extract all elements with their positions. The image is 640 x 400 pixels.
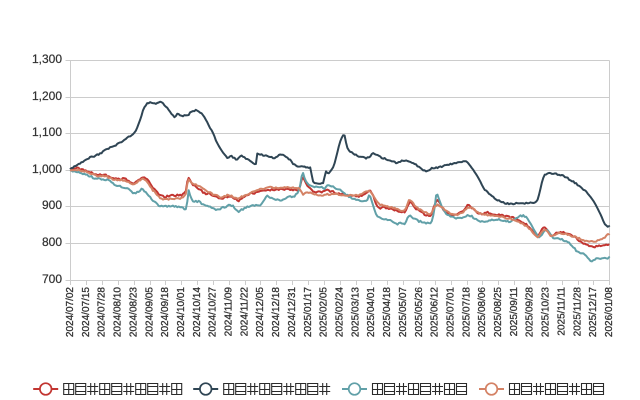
svg-text:2025/11/28: 2025/11/28 [572, 287, 583, 337]
svg-text:2024/08/23: 2024/08/23 [128, 287, 139, 337]
svg-text:2024/07/28: 2024/07/28 [97, 287, 108, 337]
svg-text:1,300: 1,300 [32, 52, 62, 66]
svg-text:800: 800 [42, 235, 62, 249]
svg-text:2026/01/08: 2026/01/08 [604, 287, 615, 337]
svg-text:2025/04/01: 2025/04/01 [366, 287, 377, 337]
svg-text:2025/08/25: 2025/08/25 [493, 287, 504, 337]
svg-text:2024/11/22: 2024/11/22 [239, 287, 250, 337]
svg-text:2025/09/11: 2025/09/11 [509, 287, 520, 337]
svg-text:2025/05/26: 2025/05/26 [414, 287, 425, 337]
svg-text:2024/10/27: 2024/10/27 [208, 287, 219, 337]
svg-text:700: 700 [42, 272, 62, 286]
svg-text:2024/07/02: 2024/07/02 [65, 287, 76, 337]
svg-text:2024/10/14: 2024/10/14 [192, 287, 203, 337]
svg-text:2025/01/17: 2025/01/17 [303, 287, 314, 337]
svg-text:900: 900 [42, 198, 62, 212]
svg-text:1,200: 1,200 [32, 89, 62, 103]
svg-text:2024/07/15: 2024/07/15 [81, 287, 92, 337]
svg-text:2025/10/23: 2025/10/23 [541, 287, 552, 337]
svg-text:2025/09/28: 2025/09/28 [525, 287, 536, 337]
svg-text:2025/12/17: 2025/12/17 [588, 287, 599, 337]
svg-text:2024/09/05: 2024/09/05 [144, 287, 155, 337]
svg-text:2025/05/07: 2025/05/07 [398, 287, 409, 337]
svg-text:2025/07/01: 2025/07/01 [445, 287, 456, 337]
svg-text:2025/02/24: 2025/02/24 [335, 287, 346, 337]
svg-text:1,100: 1,100 [32, 125, 62, 139]
svg-text:2024/11/09: 2024/11/09 [224, 287, 235, 337]
svg-text:1,000: 1,000 [32, 162, 62, 176]
svg-text:2024/09/18: 2024/09/18 [160, 287, 171, 337]
svg-text:2025/02/05: 2025/02/05 [319, 287, 330, 337]
svg-text:2025/03/13: 2025/03/13 [350, 287, 361, 337]
svg-text:2024/12/05: 2024/12/05 [255, 287, 266, 337]
svg-text:2024/08/10: 2024/08/10 [113, 287, 124, 337]
svg-text:2025/11/11: 2025/11/11 [556, 287, 567, 336]
svg-text:2024/12/18: 2024/12/18 [271, 287, 282, 337]
svg-text:2025/08/06: 2025/08/06 [477, 287, 488, 337]
svg-text:2025/07/18: 2025/07/18 [461, 287, 472, 337]
svg-text:2024/12/31: 2024/12/31 [287, 287, 298, 337]
svg-text:2025/04/18: 2025/04/18 [382, 287, 393, 337]
svg-text:2024/10/01: 2024/10/01 [176, 287, 187, 337]
svg-text:2025/06/12: 2025/06/12 [430, 287, 441, 337]
